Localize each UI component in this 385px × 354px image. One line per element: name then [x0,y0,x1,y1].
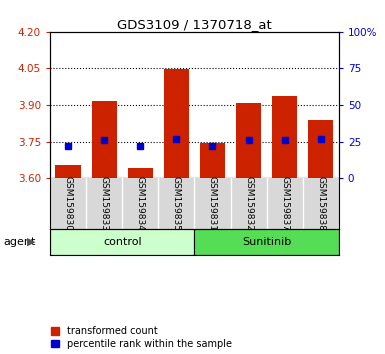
Text: GSM159832: GSM159832 [244,176,253,231]
Text: GSM159834: GSM159834 [136,176,145,231]
Text: Sunitinib: Sunitinib [242,237,291,247]
Bar [128,169,153,178]
Text: GSM159835: GSM159835 [172,176,181,231]
Bar [164,69,189,178]
Bar [55,165,81,178]
Text: GSM159830: GSM159830 [64,176,73,231]
Text: GSM159831: GSM159831 [208,176,217,231]
Bar [308,120,333,178]
Bar [92,101,117,178]
Text: ▶: ▶ [27,237,35,247]
Text: control: control [103,237,142,247]
Legend: transformed count, percentile rank within the sample: transformed count, percentile rank withi… [51,326,232,349]
Title: GDS3109 / 1370718_at: GDS3109 / 1370718_at [117,18,272,31]
Bar [194,229,339,255]
Text: GSM159833: GSM159833 [100,176,109,231]
Bar [50,229,194,255]
Bar [200,143,225,178]
Text: GSM159837: GSM159837 [280,176,289,231]
Text: GSM159838: GSM159838 [316,176,325,231]
Bar [236,103,261,178]
Bar [272,96,297,178]
Text: agent: agent [4,237,36,247]
